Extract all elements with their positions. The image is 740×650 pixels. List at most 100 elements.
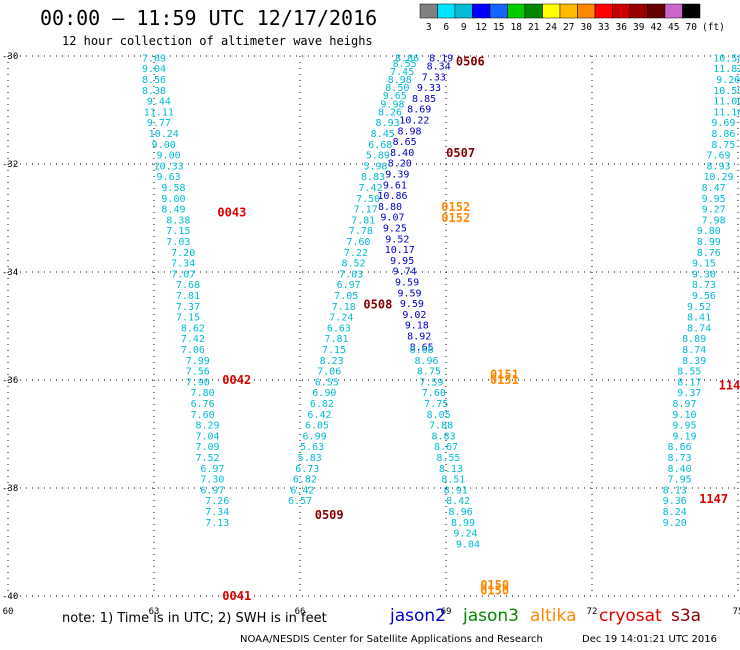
wave-height-point: 7.60 — [422, 388, 446, 399]
colorbar-label: 9 — [461, 22, 467, 33]
wave-height-point: 8.05 — [427, 410, 451, 421]
wave-height-point: 8.99 — [451, 518, 475, 529]
wave-height-point: 8.96 — [449, 507, 473, 518]
wave-height-point: 8.45 — [371, 129, 395, 140]
wave-height-point: 7.42 — [359, 183, 383, 194]
colorbar-label: 45 — [668, 22, 679, 33]
wave-height-point: 8.98 — [397, 126, 421, 137]
wave-height-point: 8.86 — [395, 53, 419, 64]
wave-height-point: 7.81 — [351, 215, 375, 226]
wave-height-point: 8.29 — [195, 421, 219, 432]
wave-height-point: 8.93 — [376, 118, 400, 129]
wave-height-point: 7.68 — [176, 280, 200, 291]
wave-height-point: 6.05 — [305, 421, 329, 432]
wave-height-point: 8.99 — [697, 237, 721, 248]
wave-height-point: 7.34 — [205, 507, 229, 518]
pass-time-label: 1147 — [699, 492, 728, 506]
wave-height-point: 8.67 — [434, 442, 458, 453]
satellite-name-cryosat: cryosat — [599, 606, 662, 626]
wave-height-point: 8.55 — [393, 59, 417, 70]
pass-time-label: 1147 — [719, 378, 740, 392]
wave-height-point: 8.52 — [341, 259, 365, 270]
wave-height-point: 8.20 — [388, 159, 412, 170]
colorbar-label: 70 — [686, 22, 698, 33]
wave-height-point: 8.49 — [161, 205, 185, 216]
wave-height-point: 7.52 — [195, 453, 219, 464]
wave-height-point: 8.73 — [668, 453, 692, 464]
colorbar-label: 42 — [651, 22, 662, 33]
wave-height-point: 8.50 — [385, 83, 409, 94]
wave-height-point: 9.59 — [400, 299, 424, 310]
wave-height-point: 7.05 — [334, 291, 358, 302]
wave-height-point: 8.75 — [417, 367, 441, 378]
wave-height-point: 8.17 — [677, 377, 701, 388]
wave-height-point: 9.19 — [672, 431, 696, 442]
wave-height-point: 9.80 — [697, 226, 721, 237]
wave-height-point: 7.07 — [171, 269, 195, 280]
wave-height-point: 8.65 — [410, 342, 434, 353]
wave-height-point: 7.59 — [419, 377, 443, 388]
colorbar-swatch — [682, 3, 701, 19]
wave-height-point: 9.10 — [672, 410, 696, 421]
wave-height-point: 9.25 — [383, 224, 407, 235]
wave-height-point: 9.52 — [687, 302, 711, 313]
colorbar-label: 33 — [598, 22, 609, 33]
wave-height-point: 7.22 — [344, 248, 368, 259]
wave-height-point: 8.13 — [439, 464, 463, 475]
wave-height-point: 9.95 — [672, 421, 696, 432]
chart-subtitle: 12 hour collection of altimeter wave hei… — [62, 34, 373, 48]
colorbar-label: 27 — [563, 22, 574, 33]
wave-height-point: 10.33 — [154, 161, 184, 172]
colorbar: 3 6 9 12 15 18 21 24 27 30 33 36 39 42 45 70 (ft) — [419, 3, 725, 33]
wave-height-point: 6.97 — [200, 485, 224, 496]
wave-height-point: 7.13 — [205, 518, 229, 529]
wave-height-point: 9.36 — [663, 496, 687, 507]
wave-height-point: 8.62 — [181, 323, 205, 334]
wave-height-point: 7.60 — [346, 237, 370, 248]
wave-height-point: 7.30 — [200, 475, 224, 486]
wave-height-point: 7.06 — [317, 367, 341, 378]
pass-time-label: 0508 — [363, 297, 392, 311]
colorbar-unit: (ft) — [702, 22, 725, 33]
wave-height-point: 8.74 — [687, 323, 711, 334]
colorbar-label: 39 — [633, 22, 645, 33]
wave-height-point: 7.20 — [171, 248, 195, 259]
wave-height-point: 8.56 — [142, 75, 166, 86]
colorbar-label: 6 — [443, 22, 449, 33]
wave-height-point: 7.03 — [339, 269, 363, 280]
pass-time-label: 0152 — [441, 200, 470, 214]
wave-height-point: 7.09 — [195, 442, 219, 453]
pass-time-label: 0507 — [446, 146, 475, 160]
wave-height-point: 7.45 — [390, 67, 414, 78]
wave-height-point: 8.23 — [320, 356, 344, 367]
x-tick-label: 75 — [733, 607, 740, 617]
wave-height-point: 6.42 — [290, 485, 314, 496]
credit-line: NOAA/NESDIS Center for Satellite Applica… — [240, 634, 543, 645]
wave-height-point: 7.81 — [324, 334, 348, 345]
wave-height-point: 7.99 — [186, 356, 210, 367]
wave-height-point: 7.56 — [186, 367, 210, 378]
wave-height-point: 8.97 — [672, 399, 696, 410]
wave-height-point: 5.98 — [363, 161, 387, 172]
wave-height-point: 7.34 — [171, 259, 195, 270]
wave-height-point: 7.42 — [181, 334, 205, 345]
wave-height-point: 7.33 — [422, 72, 446, 83]
wave-height-point: 8.47 — [702, 183, 726, 194]
wave-height-point: 8.76 — [697, 248, 721, 259]
wave-height-point: 8.41 — [687, 313, 711, 324]
wave-height-point: 9.00 — [157, 151, 181, 162]
wave-height-point: 6.90 — [312, 388, 336, 399]
x-tick-label: 66 — [295, 607, 306, 617]
wave-height-point: 11.00 — [713, 97, 740, 108]
wave-height-point: 8.51 — [441, 475, 465, 486]
wave-height-point: 7.80 — [191, 388, 215, 399]
wave-height-point: 6.57 — [288, 496, 312, 507]
wave-height-point: 7.04 — [195, 431, 219, 442]
wave-height-point: 9.00 — [152, 140, 176, 151]
wave-height-point: 9.95 — [390, 256, 414, 267]
pass-time-label: 0042 — [222, 373, 251, 387]
wave-height-point: 6.82 — [293, 475, 317, 486]
wave-height-point: 7.69 — [142, 53, 166, 64]
wave-height-point: 7.88 — [429, 421, 453, 432]
